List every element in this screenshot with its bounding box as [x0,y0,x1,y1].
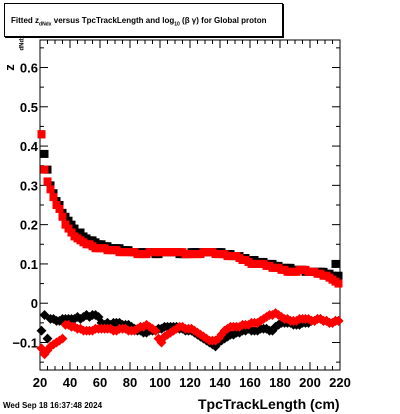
y-tick-label: 0.4 [20,139,39,154]
data-point-square-1 [49,193,58,202]
data-point-square-1 [46,185,55,194]
x-tick-label: 120 [179,375,201,390]
x-tick-label: 60 [93,375,107,390]
x-tick-label: 140 [209,375,231,390]
x-tick-label: 180 [269,375,291,390]
data-point-diamond-3 [36,343,47,354]
data-point-diamond-3 [219,325,230,336]
title-middle: versus TpcTrackLength and log [53,16,175,25]
data-point-square-1 [334,279,343,288]
x-tick-label: 160 [239,375,261,390]
data-point-square-1 [37,130,46,139]
x-tick-label: 100 [149,375,171,390]
y-axis-label-z: z [1,64,17,71]
y-axis-label: z dNdx [1,36,26,74]
y-tick-label: 0.5 [20,100,38,115]
data-point-square-1 [43,177,52,186]
data-point-diamond-2 [114,317,125,328]
data-point-diamond-2 [222,331,233,342]
data-point-diamond-3 [144,321,155,332]
data-point-diamond-3 [159,331,170,342]
data-point-diamond-2 [39,310,50,320]
x-tick-label: 200 [299,375,321,390]
title-prefix: Fitted [11,16,33,25]
data-point-diamond-3 [177,321,188,332]
data-point-square-1 [58,212,67,221]
y-tick-label: −0.1 [12,336,38,351]
data-point-square-0 [40,149,49,158]
data-point-diamond-3 [333,315,344,326]
y-tick-label: 0.3 [20,178,38,193]
data-point-diamond-3 [243,319,254,330]
data-point-diamond-3 [198,331,209,342]
title-log-sub: 10 [174,21,180,28]
x-tick-label: 20 [33,375,47,390]
data-point-diamond-2 [36,325,47,336]
title-z: z [35,16,40,25]
data-point-square-1 [40,165,49,174]
chart-title: Fitted zdNdx versus TpcTrackLength and l… [11,16,266,28]
data-point-diamond-3 [192,327,203,338]
y-tick-label: 0.6 [20,61,38,76]
x-tick-label: 80 [123,375,137,390]
timestamp-footer: Wed Sep 18 16:37:48 2024 [3,401,103,410]
data-point-diamond-3 [216,329,227,340]
data-point-diamond-2 [102,317,113,328]
data-point-square-0 [334,271,343,280]
data-point-diamond-3 [129,325,140,336]
y-axis-label-sub: dNdx [19,35,26,51]
data-point-diamond-3 [168,325,179,336]
data-point-diamond-2 [54,315,65,326]
data-point-square-1 [55,204,64,213]
x-axis-label: TpcTrackLength (cm) [198,396,340,412]
y-tick-label: 0.2 [20,218,38,233]
data-point-diamond-3 [162,329,173,340]
data-point-diamond-2 [42,333,53,344]
data-point-diamond-2 [240,325,251,336]
title-z-sub: dNdx [39,21,52,28]
y-tick-label: 0 [31,296,38,311]
data-point-diamond-2 [96,317,107,328]
x-tick-label: 220 [329,375,351,390]
data-point-diamond-3 [213,333,224,344]
x-tick-label: 40 [63,375,77,390]
title-suffix: for Global proton [201,16,267,25]
data-point-square-0 [331,259,340,268]
data-point-diamond-2 [219,333,230,344]
data-point-diamond-2 [228,329,239,340]
title-box: Fitted zdNdx versus TpcTrackLength and l… [4,3,283,37]
title-beta-gamma: (β γ) [182,16,199,25]
data-point-diamond-3 [195,329,206,340]
data-point-diamond-3 [57,333,68,344]
y-tick-label: 0.1 [20,257,38,272]
data-point-diamond-3 [150,325,161,336]
data-point-diamond-3 [42,345,53,356]
